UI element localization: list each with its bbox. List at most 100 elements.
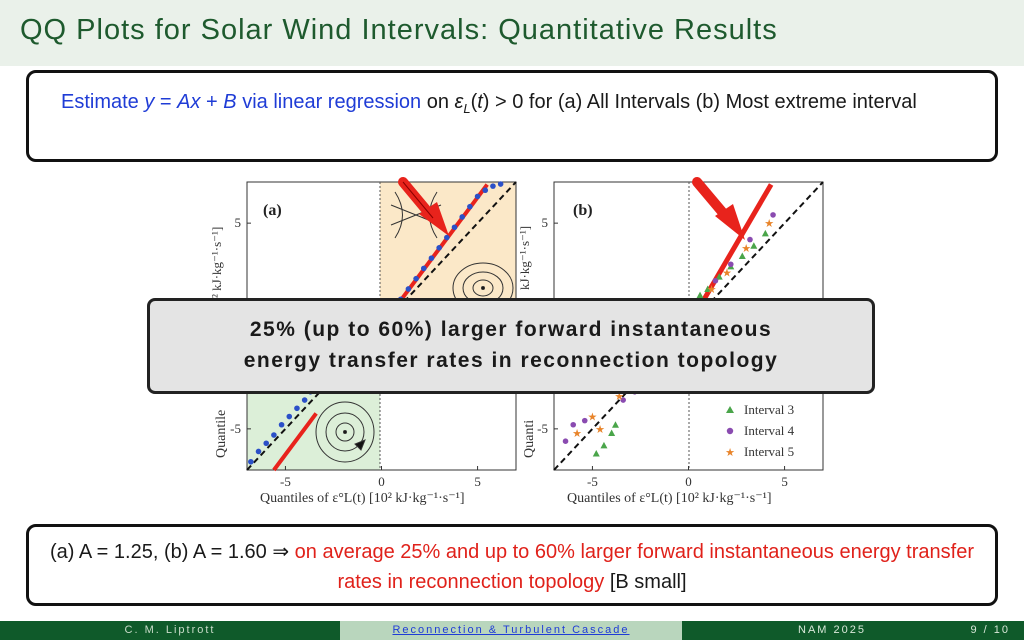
footer-venue: NAM 2025 (798, 624, 866, 636)
on-label: on (421, 91, 455, 113)
panel-a-ylabel-top: ² kJ·kg⁻¹·s⁻¹] (209, 227, 224, 298)
panel-b-ticks: -5 0 5 -5 5 (537, 215, 788, 489)
panel-b-data-point (750, 242, 758, 249)
panel-b-ylabel-bottom: Quanti (522, 420, 537, 458)
eq-b: B (223, 91, 237, 113)
panel-a-data-point (497, 181, 504, 187)
panel-a-data-point (271, 432, 277, 438)
panel-a-data-point (459, 214, 465, 220)
panel-b-data-point (611, 421, 619, 428)
panel-b-data-point (562, 438, 569, 445)
panel-b-data-point (620, 397, 626, 403)
panel-b-data-point (592, 450, 600, 457)
via-regression: via linear regression (236, 91, 422, 113)
footer-right: NAM 2025 9 / 10 (682, 621, 1024, 640)
panel-b-ytick-label: -5 (537, 421, 548, 436)
legend-label: Interval 4 (744, 423, 795, 438)
panel-b-data-point (761, 229, 769, 237)
panel-a-ytick-label: 5 (235, 215, 242, 230)
panel-a-xtick-label: -5 (280, 474, 291, 489)
qq-plots-svg: (a) -5 0 5 -5 5 ² kJ·kg⁻¹·s⁻¹] Quantile Quan… (209, 177, 824, 506)
panel-a-data-point (405, 286, 412, 292)
panel-b-fit-line (697, 183, 774, 308)
panel-a-points (248, 181, 504, 465)
fit-values: (a) A = 1.25, (b) A = 1.60 ⇒ (49, 541, 295, 563)
panel-b-xtick-label: -5 (587, 474, 598, 489)
top-description-text: Estimate y = Ax + B via linear regressio… (61, 87, 971, 124)
panel-a-ticks: -5 0 5 -5 5 (230, 215, 481, 489)
eq-y: y (144, 91, 155, 113)
panel-b-data-point (608, 429, 616, 436)
panel-b-reference-line (553, 181, 824, 471)
panel-b-data-point: ★ (722, 268, 732, 280)
result-callout: 25% (up to 60%) larger forward instantan… (147, 298, 875, 394)
panel-b-data-point (600, 441, 608, 449)
panel-a-ylabel-bottom: Quantile (214, 410, 229, 458)
qq-figure: (a) -5 0 5 -5 5 ² kJ·kg⁻¹·s⁻¹] Quantile Quan… (205, 170, 845, 515)
panel-b-xtick-label: 5 (781, 474, 788, 489)
panel-b-ylabel-top: kJ·kg⁻¹·s⁻¹] (517, 226, 532, 290)
eq-x: x (190, 91, 201, 113)
b-small-note: [B small] (604, 571, 687, 593)
panel-a: (a) -5 0 5 -5 5 ² kJ·kg⁻¹·s⁻¹] Quantile Quan… (209, 177, 517, 506)
eq-a: A (177, 91, 191, 113)
panel-a-data-point (428, 255, 435, 261)
panel-b-data-point: ★ (614, 391, 624, 403)
panel-a-xtick-label: 0 (378, 474, 385, 489)
panel-b-data-point (581, 417, 588, 424)
panel-a-reference-line (246, 181, 517, 471)
eq-plus: + (200, 91, 224, 113)
panel-a-ytick-label: -5 (230, 421, 241, 436)
panel-a-data-point (255, 448, 262, 455)
panel-b-data-point (715, 273, 723, 280)
legend-marker (726, 406, 734, 413)
callout-text: 25% (up to 60%) larger forward instantan… (150, 314, 872, 376)
legend-label: Interval 5 (744, 444, 794, 459)
panel-b-data-point: ★ (587, 412, 597, 424)
eq-equals: = (154, 91, 178, 113)
epsilon-subscript: L (463, 101, 471, 116)
panel-a-data-point (444, 234, 450, 241)
panel-a-data-point (278, 421, 285, 428)
panel-a-data-point (420, 265, 427, 272)
panel-a-data-point (467, 203, 473, 210)
callout-line-2: energy transfer rates in reconnection to… (243, 349, 779, 372)
panel-b-data-point (738, 252, 746, 260)
footer-author: C. M. Liptrott (0, 621, 340, 640)
top-description-box: Estimate y = Ax + B via linear regressio… (26, 70, 998, 162)
o-point-sketch-lower (315, 401, 375, 463)
t-open: ( (470, 91, 478, 113)
panel-b-label: (b) (573, 202, 593, 219)
panel-a-data-point (436, 245, 442, 251)
legend-label: Interval 3 (744, 402, 794, 417)
estimate-label: Estimate (61, 91, 145, 113)
panel-a-label: (a) (263, 202, 282, 219)
bottom-summary-box: (a) A = 1.25, (b) A = 1.60 ⇒ on average … (26, 524, 998, 606)
panel-a-xtick-label: 5 (474, 474, 481, 489)
panel-b-data-point: ★ (707, 284, 717, 296)
legend-marker (726, 427, 734, 435)
panel-b-data-point: ★ (572, 428, 582, 440)
panel-b-data-point: ★ (595, 424, 605, 436)
panel-b-data-point: ★ (741, 243, 751, 255)
panel-b-data-point (704, 285, 712, 292)
footer-talk-link[interactable]: Reconnection & Turbulent Cascade (340, 621, 682, 640)
panel-b-data-point: ★ (764, 218, 774, 230)
callout-line-1: 25% (up to 60%) larger forward instantan… (249, 318, 773, 341)
epsilon-symbol: ε (454, 91, 464, 113)
panel-b-data-point (747, 236, 753, 243)
panel-a-fit-line-lower (272, 412, 318, 472)
summary-highlight: on average 25% and up to 60% larger forw… (294, 541, 974, 593)
footer-page-number: 9 / 10 (970, 624, 1010, 636)
panel-a-data-point (482, 187, 489, 194)
red-arrow-b (692, 177, 745, 240)
panel-b-data-point (696, 291, 704, 299)
footer: C. M. Liptrott Reconnection & Turbulent … (0, 621, 1024, 640)
slide-title: QQ Plots for Solar Wind Intervals: Quant… (20, 14, 778, 46)
panel-b-data-point (570, 421, 577, 428)
panel-b-legend: Interval 3 Interval 4 ★ Interval 5 (725, 402, 795, 459)
bottom-summary-text: (a) A = 1.25, (b) A = 1.60 ⇒ on average … (29, 537, 995, 597)
panel-a-data-point (294, 405, 300, 412)
panel-a-data-point (248, 458, 254, 465)
panel-b-xlabel: Quantiles of ε°L(t) [10² kJ·kg⁻¹·s⁻¹] (567, 491, 771, 506)
